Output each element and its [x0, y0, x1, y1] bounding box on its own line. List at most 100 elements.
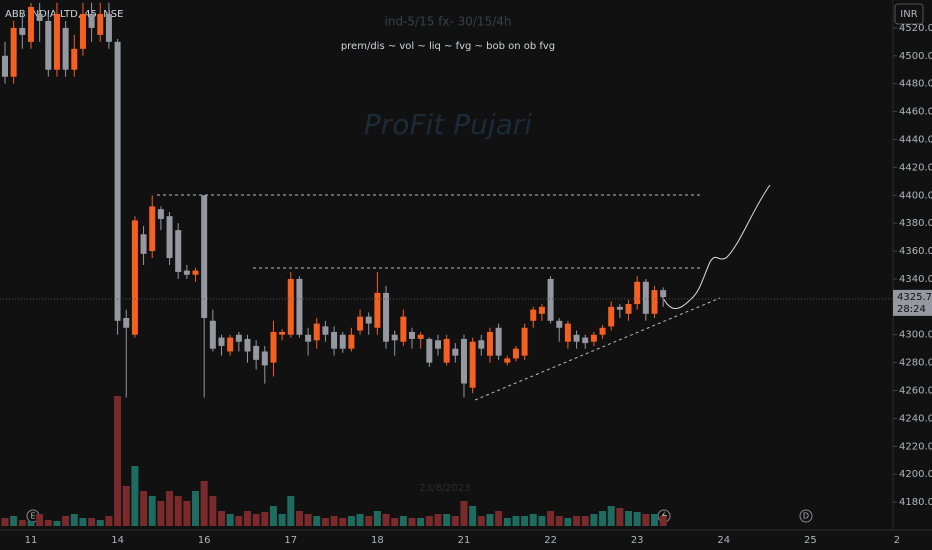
volume-bar [417, 518, 425, 526]
volume-bar [616, 508, 624, 526]
volume-bar [62, 516, 70, 526]
volume-bar [425, 516, 433, 526]
candle-body [218, 337, 225, 346]
x-tick-label: 22 [544, 535, 557, 546]
candle-body [287, 278, 294, 335]
candle-body [504, 358, 511, 363]
volume-bar [287, 496, 295, 526]
volume-bar [192, 491, 200, 526]
currency-box[interactable] [894, 3, 924, 25]
currency[interactable]: INR [900, 9, 917, 20]
candle-body [357, 316, 364, 331]
volume-bar [477, 516, 485, 526]
candle-body [88, 13, 95, 28]
candle-body [114, 41, 121, 321]
volume-bar [581, 516, 589, 526]
volume-bar [443, 514, 451, 526]
volume-bar [18, 520, 26, 526]
candle-body [235, 334, 242, 342]
y-tick-label: 4240.00 [899, 413, 932, 424]
volume-bar [642, 514, 650, 526]
drawing-projection [661, 184, 771, 309]
x-tick-label: 11 [25, 535, 38, 546]
y-tick-label: 4380.00 [899, 218, 932, 229]
candle-body [590, 334, 597, 342]
volume-bar [529, 514, 537, 526]
volume-bar [408, 518, 416, 526]
volume-bar [140, 491, 148, 526]
watermark: ProFit Pujari [364, 108, 532, 141]
volume-bar [391, 518, 399, 526]
candle-body [131, 220, 138, 335]
countdown: 28:24 [897, 304, 926, 315]
candle-body [227, 337, 234, 352]
candle-body [391, 334, 398, 341]
y-tick-label: 4300.00 [899, 330, 932, 341]
y-tick-label: 4520.00 [899, 23, 932, 34]
candle-body [62, 27, 69, 70]
candle-body [365, 316, 372, 324]
candle-body [435, 340, 441, 349]
volume-bar [659, 516, 667, 526]
volume-bar [183, 501, 191, 526]
volume-bar [53, 521, 61, 526]
y-tick-label: 4420.00 [899, 162, 932, 173]
dividend-icon[interactable] [799, 509, 813, 523]
chart-title: ABB INDIA LTD, 45, NSE [5, 9, 123, 20]
volume-bar [330, 516, 338, 526]
date-watermark: 23/8/2023 [419, 483, 470, 494]
candle-body [149, 206, 156, 252]
candle-body [2, 55, 8, 77]
candle-body [201, 195, 208, 318]
volume-bar [36, 514, 44, 526]
candle-body [279, 331, 286, 335]
candle-body [547, 278, 554, 321]
candle-body [573, 334, 580, 342]
volume-bar [607, 506, 615, 526]
candle-body [530, 309, 537, 321]
volume-bar [460, 501, 468, 526]
candle-body [261, 351, 268, 366]
x-tick-label: 18 [371, 535, 384, 546]
volume-bar [261, 512, 269, 526]
volume-bar [79, 518, 87, 526]
candle-body [123, 318, 130, 328]
candle-body [608, 306, 615, 327]
volume-bar [114, 396, 122, 526]
volume-bar [347, 516, 355, 526]
volume-bar [573, 516, 581, 526]
volume-bar [564, 518, 572, 526]
candle-body [97, 13, 104, 35]
y-tick-label: 4400.00 [899, 190, 932, 201]
volume-bar [547, 511, 555, 526]
candle-body [660, 290, 667, 298]
volume-bar [131, 466, 139, 526]
indicator-label: prem/dis ~ vol ~ liq ~ fvg ~ bob on ob f… [341, 41, 555, 52]
candle-body [313, 323, 320, 341]
last-price-box [893, 289, 932, 316]
volume-bar [243, 511, 251, 526]
candle-body [348, 334, 355, 349]
x-tick-label: 17 [284, 535, 297, 546]
volume-bar [226, 514, 234, 526]
candle-body [452, 348, 459, 356]
volume-bar [495, 511, 503, 526]
volume-bar [1, 518, 9, 526]
candle-body [105, 13, 112, 42]
volume-bar [538, 516, 546, 526]
candle-body [634, 281, 641, 305]
volume-bar [625, 511, 633, 526]
candle-body [140, 234, 147, 254]
candle-body [556, 320, 563, 328]
volume-bar [633, 512, 641, 526]
y-tick-label: 4460.00 [899, 107, 932, 118]
candle-body [296, 278, 303, 335]
candle-body [409, 331, 416, 339]
candle-body [374, 292, 381, 328]
volume-bar [356, 514, 364, 526]
volume-bar [218, 511, 225, 526]
candle-body [426, 338, 433, 363]
candle-body [625, 304, 632, 314]
candle-body [642, 281, 649, 314]
candle-body [183, 270, 190, 275]
